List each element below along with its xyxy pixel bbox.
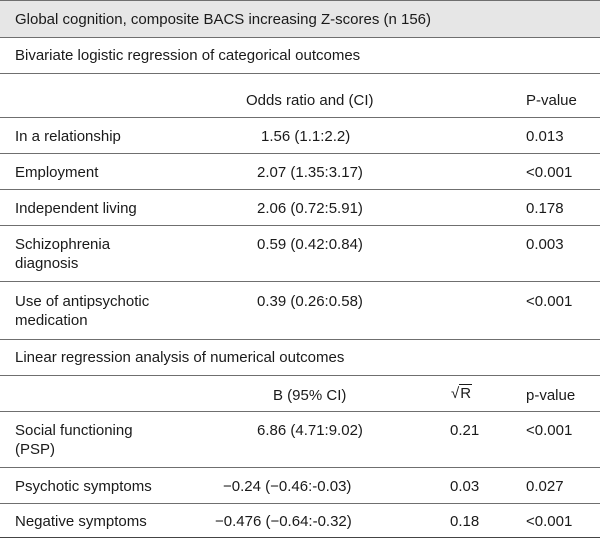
row-r: 0.03 [450, 478, 480, 495]
row-odds-ratio: 0.39 (0.26:0.58) [257, 293, 363, 310]
section2-header-row: B (95% CI) √R p-value [0, 376, 600, 412]
table-row: Psychotic symptoms −0.24 (−0.46:-0.03) 0… [0, 468, 600, 504]
section1-header-row: Odds ratio and (CI) P-value [0, 74, 600, 118]
row-r: 0.18 [450, 513, 480, 530]
row-odds-ratio: 1.56 (1.1:2.2) [261, 128, 351, 145]
row-p-value: 0.178 [526, 200, 564, 217]
row-b-ci: −0.476 (−0.64:-0.32) [215, 513, 352, 530]
row-odds-ratio: 2.07 (1.35:3.17) [257, 164, 363, 181]
row-p-value: 0.013 [526, 128, 564, 145]
row-label: Schizophrenia diagnosis [15, 236, 111, 272]
row-p-value: <0.001 [526, 513, 573, 530]
col-b-ci: B (95% CI) [273, 387, 347, 404]
row-p-value: <0.001 [526, 164, 573, 181]
table-row: Use of antipsychotic medication 0.39 (0.… [0, 282, 600, 340]
row-p-value: <0.001 [526, 293, 573, 310]
table-row: Independent living 2.06 (0.72:5.91) 0.17… [0, 190, 600, 226]
row-b-ci: −0.24 (−0.46:-0.03) [223, 478, 352, 495]
row-label: Independent living [15, 200, 137, 217]
row-label: Social functioning (PSP) [15, 422, 133, 458]
table-title: Global cognition, composite BACS increas… [15, 11, 432, 28]
table-title-row: Global cognition, composite BACS increas… [0, 0, 600, 38]
table-row: Schizophrenia diagnosis 0.59 (0.42:0.84)… [0, 226, 600, 282]
row-p-value: <0.001 [526, 422, 573, 439]
table-row: Social functioning (PSP) 6.86 (4.71:9.02… [0, 412, 600, 468]
section1-heading: Bivariate logistic regression of categor… [15, 47, 361, 64]
row-label: Employment [15, 164, 99, 181]
row-p-value: 0.027 [526, 478, 564, 495]
row-label: Use of antipsychotic medication [15, 293, 150, 329]
col-odds-ratio: Odds ratio and (CI) [246, 92, 374, 109]
row-label: Negative symptoms [15, 513, 147, 530]
sqrt-icon: √ [451, 385, 460, 402]
section1-heading-row: Bivariate logistic regression of categor… [0, 38, 600, 74]
table-row: In a relationship 1.56 (1.1:2.2) 0.013 [0, 118, 600, 154]
table-row: Employment 2.07 (1.35:3.17) <0.001 [0, 154, 600, 190]
row-label: In a relationship [15, 128, 121, 145]
col-p-value-2: p-value [526, 387, 576, 404]
row-b-ci: 6.86 (4.71:9.02) [257, 422, 363, 439]
col-sqrt-r: √R [451, 384, 473, 402]
row-odds-ratio: 2.06 (0.72:5.91) [257, 200, 363, 217]
row-odds-ratio: 0.59 (0.42:0.84) [257, 236, 363, 253]
row-label: Psychotic symptoms [15, 478, 152, 495]
section2-heading-row: Linear regression analysis of numerical … [0, 340, 600, 376]
table-row: Negative symptoms −0.476 (−0.64:-0.32) 0… [0, 504, 600, 538]
row-p-value: 0.003 [526, 236, 564, 253]
section2-heading: Linear regression analysis of numerical … [15, 349, 345, 366]
row-r: 0.21 [450, 422, 480, 439]
col-p-value: P-value [526, 92, 577, 109]
